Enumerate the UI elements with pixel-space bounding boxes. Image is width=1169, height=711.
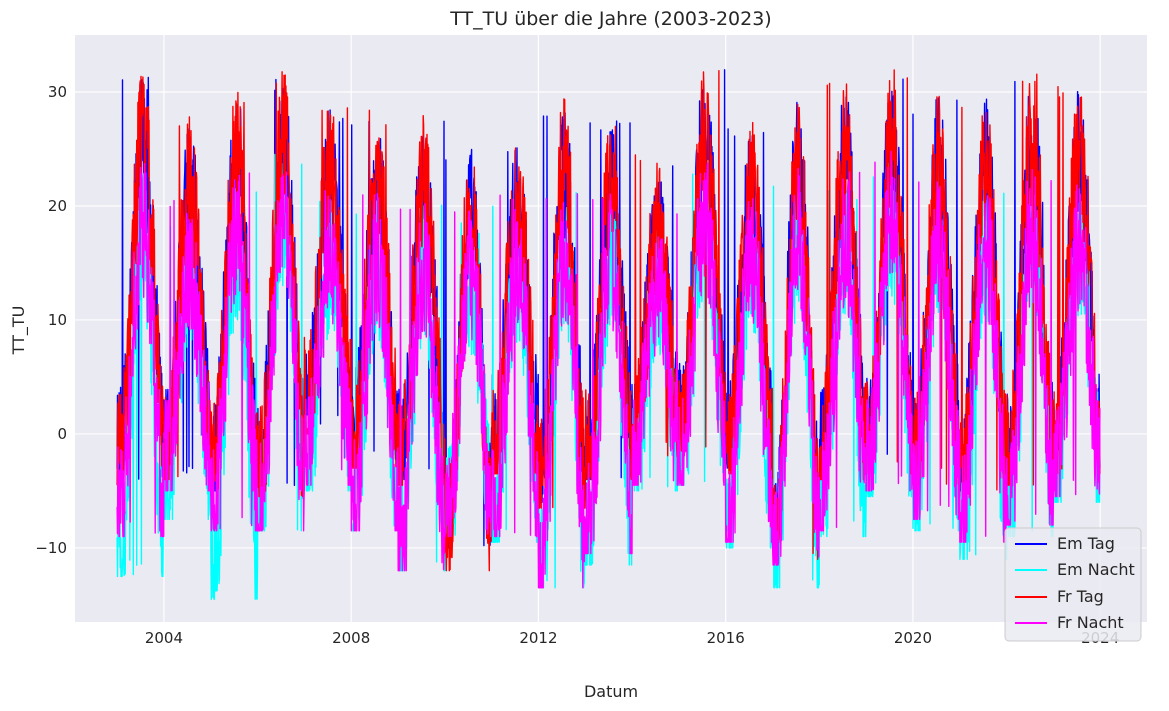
- x-tick-label: 2008: [332, 629, 370, 647]
- y-tick-label: 0: [57, 425, 67, 443]
- y-tick-label: 20: [48, 197, 67, 215]
- y-axis: −10 0 10 20 30: [35, 83, 67, 557]
- x-tick-label: 2016: [707, 629, 745, 647]
- legend-label-em-nacht: Em Nacht: [1057, 560, 1135, 579]
- legend: Em Tag Em Nacht Fr Tag Fr Nacht: [1004, 527, 1142, 642]
- legend-label-fr-nacht: Fr Nacht: [1057, 613, 1124, 632]
- legend-label-em-tag: Em Tag: [1057, 534, 1115, 553]
- x-tick-label: 2004: [145, 629, 183, 647]
- y-tick-label: 10: [48, 311, 67, 329]
- y-axis-title: TT_TU: [9, 306, 29, 356]
- y-tick-label: 30: [48, 83, 67, 101]
- series-line-fr-nacht: [116, 150, 1101, 589]
- series-layer: [116, 69, 1101, 600]
- legend-box: [1004, 527, 1142, 642]
- legend-label-fr-tag: Fr Tag: [1057, 587, 1104, 606]
- x-axis-title: Datum: [584, 682, 638, 701]
- x-tick-label: 2012: [519, 629, 557, 647]
- chart-title: TT_TU über die Jahre (2003-2023): [449, 8, 771, 30]
- y-tick-label: −10: [35, 539, 67, 557]
- x-tick-label: 2020: [894, 629, 932, 647]
